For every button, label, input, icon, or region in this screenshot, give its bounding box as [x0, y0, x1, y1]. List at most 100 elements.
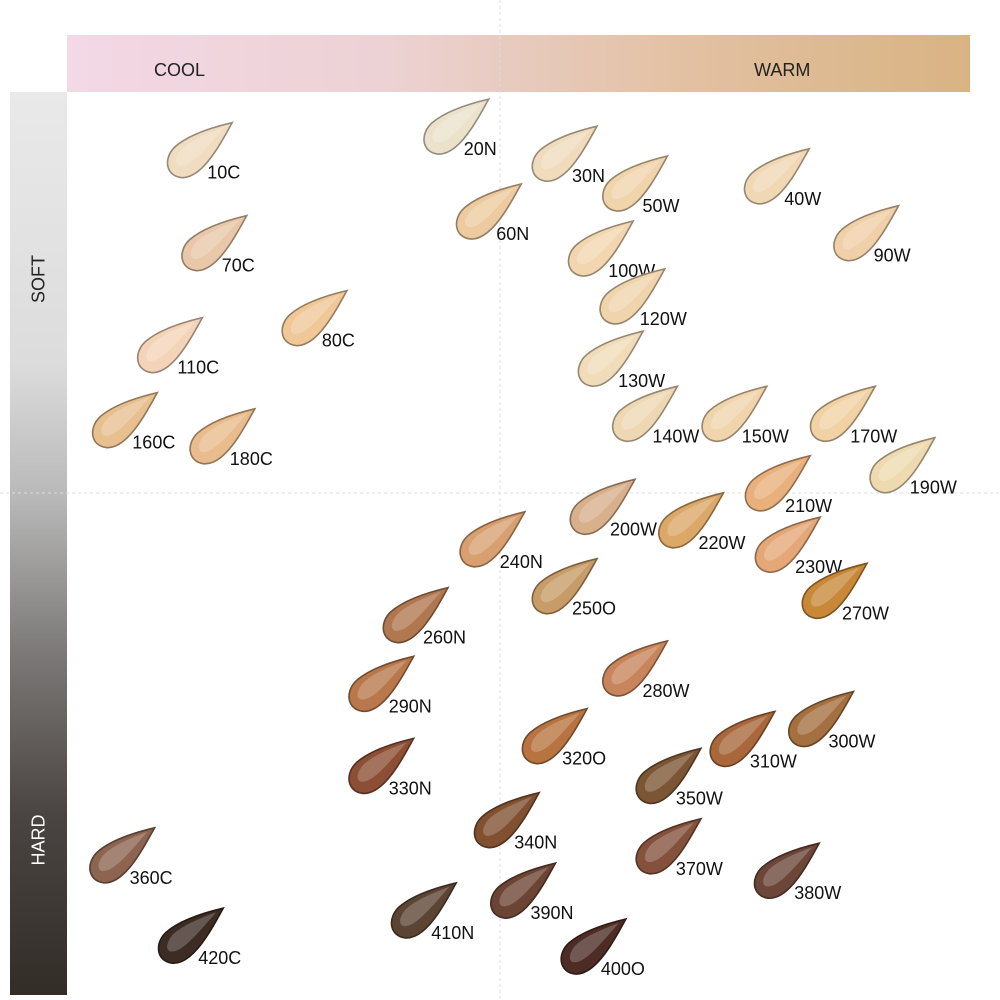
shade-swatch-380W: 380W	[753, 841, 841, 903]
swatch-highlight	[577, 225, 627, 265]
shade-swatch-300W: 300W	[788, 690, 876, 752]
swatch-highlight	[718, 715, 768, 755]
swatch-highlight	[608, 272, 658, 313]
shade-swatch-20N: 20N	[423, 97, 497, 159]
shade-label: 200W	[610, 519, 657, 539]
shade-label: 230W	[795, 557, 842, 577]
shade-label: 280W	[643, 681, 690, 701]
shade-label: 210W	[785, 496, 832, 516]
shade-label: 400O	[601, 959, 645, 979]
swatch-highlight	[578, 483, 628, 523]
shade-swatch-10C: 10C	[166, 121, 240, 183]
shade-swatch-400O: 400O	[560, 917, 645, 979]
swatch-highlight	[810, 567, 860, 607]
shade-label: 330N	[389, 778, 432, 798]
swatch-highlight	[357, 660, 407, 700]
swatch-highlight	[753, 152, 803, 193]
shade-label: 360C	[130, 868, 173, 888]
shade-swatch-420C: 420C	[157, 906, 241, 968]
swatch-highlight	[710, 390, 760, 430]
swatch-highlight	[167, 912, 217, 952]
axis-label-warm: WARM	[754, 60, 811, 80]
swatch-highlight	[290, 294, 340, 334]
swatch-highlight	[819, 390, 869, 430]
swatch-highlight	[357, 742, 407, 782]
shade-swatch-410N: 410N	[390, 881, 474, 943]
shade-swatch-320O: 320O	[521, 707, 606, 769]
shade-label: 110C	[177, 358, 219, 378]
shade-label: 190W	[910, 478, 957, 498]
shade-swatch-370W: 370W	[635, 817, 723, 879]
shade-swatch-250O: 250O	[531, 557, 616, 619]
shade-label: 160C	[132, 433, 175, 453]
swatch-highlight	[797, 695, 847, 735]
shade-swatch-180C: 180C	[189, 407, 273, 469]
swatch-highlight	[400, 886, 450, 927]
shade-label: 70C	[222, 256, 255, 276]
shade-swatch-150W: 150W	[701, 385, 789, 446]
swatch-highlight	[98, 831, 148, 872]
shade-swatch-350W: 350W	[635, 747, 723, 808]
axis-label-cool: COOL	[154, 60, 206, 80]
shade-label: 300W	[829, 732, 876, 752]
swatch-highlight	[499, 867, 549, 907]
cool-warm-axis-bar: COOL WARM	[67, 35, 970, 92]
swatch-highlight	[878, 441, 928, 482]
shade-label: 370W	[676, 859, 723, 879]
shade-label: 20N	[464, 139, 497, 159]
shade-label: 120W	[640, 309, 687, 329]
shade-label: 420C	[198, 948, 241, 968]
shade-label: 270W	[842, 603, 889, 623]
swatch-highlight	[644, 752, 694, 792]
swatch-highlight	[465, 188, 515, 228]
shade-swatch-330N: 330N	[348, 737, 432, 798]
shade-label: 10C	[207, 163, 240, 183]
shade-label: 390N	[531, 903, 574, 923]
swatch-highlight	[842, 209, 892, 250]
swatch-highlight	[754, 459, 804, 500]
shade-label: 260N	[423, 628, 466, 648]
shade-label: 220W	[699, 533, 746, 553]
shade-swatch-160C: 160C	[91, 391, 175, 453]
swatch-highlight	[587, 335, 637, 375]
swatch-highlight	[667, 496, 717, 537]
shade-label: 60N	[496, 224, 529, 244]
swatch-highlight	[611, 644, 661, 685]
swatch-highlight	[569, 923, 619, 963]
swatch-highlight	[146, 321, 196, 361]
shade-swatch-100W: 100W	[567, 219, 655, 281]
shade-label: 410N	[431, 923, 474, 943]
shade-swatch-30N: 30N	[531, 124, 605, 186]
shade-swatch-40W: 40W	[743, 147, 821, 209]
swatch-highlight	[190, 219, 240, 259]
shade-swatch-130W: 130W	[577, 329, 665, 391]
swatch-highlight	[621, 390, 671, 430]
shade-swatch-390N: 390N	[490, 861, 574, 923]
shade-swatch-60N: 60N	[455, 182, 529, 244]
swatch-highlight	[644, 822, 694, 863]
shade-swatch-210W: 210W	[744, 454, 832, 516]
shade-swatch-280W: 280W	[602, 639, 690, 701]
shade-swatch-220W: 220W	[658, 491, 746, 553]
shade-label: 40W	[784, 189, 821, 209]
swatch-highlight	[483, 796, 533, 836]
shade-swatch-170W: 170W	[809, 385, 897, 446]
shade-label: 310W	[750, 751, 797, 771]
shade-swatch-50W: 50W	[602, 154, 680, 216]
shade-swatch-70C: 70C	[181, 214, 255, 276]
swatch-highlight	[468, 515, 518, 556]
shade-label: 380W	[794, 883, 841, 903]
swatch-highlight	[764, 521, 814, 561]
shade-label: 340N	[514, 833, 557, 853]
shade-label: 320O	[562, 749, 606, 769]
swatch-highlight	[763, 847, 813, 887]
swatch-highlight	[611, 160, 661, 200]
shade-label: 130W	[618, 371, 665, 391]
shade-swatch-80C: 80C	[281, 289, 355, 351]
shade-label: 80C	[322, 331, 355, 351]
shade-label: 290N	[389, 696, 432, 716]
shade-swatch-340N: 340N	[473, 791, 557, 853]
shade-label: 250O	[572, 599, 616, 619]
shade-label: 140W	[652, 426, 699, 446]
